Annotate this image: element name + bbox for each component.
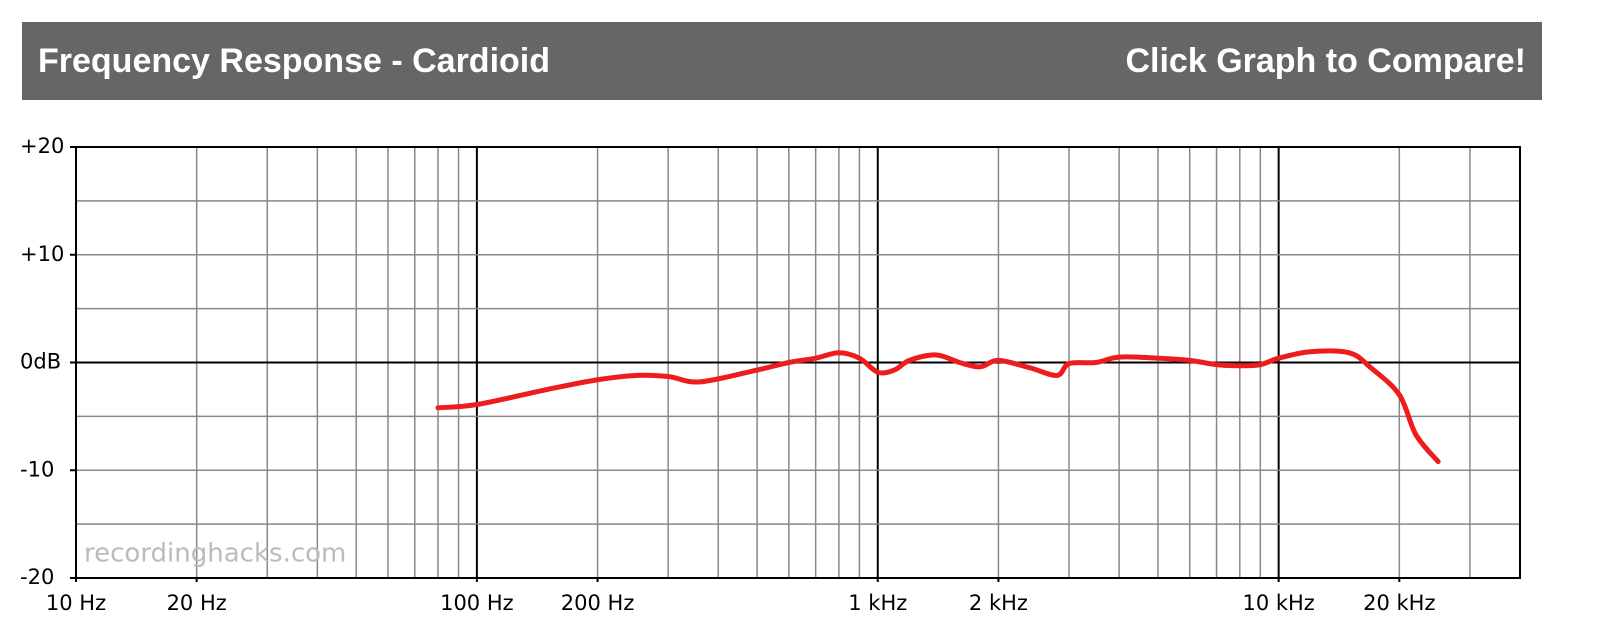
x-tick-label: 10 kHz — [1242, 591, 1314, 615]
y-tick-label: 0dB — [20, 350, 61, 374]
y-tick-label: +20 — [20, 134, 64, 158]
y-tick-label: -10 — [20, 457, 54, 481]
x-tick-label: 1 kHz — [848, 591, 907, 615]
x-tick-label: 20 kHz — [1363, 591, 1435, 615]
header-bar: Frequency Response - Cardioid Click Grap… — [22, 22, 1542, 100]
x-tick-label: 200 Hz — [561, 591, 635, 615]
compare-link[interactable]: Click Graph to Compare! — [1125, 42, 1526, 80]
y-tick-label: +10 — [20, 242, 64, 266]
header-title: Frequency Response - Cardioid — [38, 42, 550, 80]
response-line — [435, 348, 1441, 465]
y-tick-label: -20 — [20, 565, 54, 589]
x-tick-label: 100 Hz — [440, 591, 514, 615]
x-tick-label: 10 Hz — [46, 591, 106, 615]
watermark: recordinghacks.com — [84, 539, 346, 569]
x-tick-label: 2 kHz — [969, 591, 1028, 615]
x-tick-label: 20 Hz — [167, 591, 227, 615]
